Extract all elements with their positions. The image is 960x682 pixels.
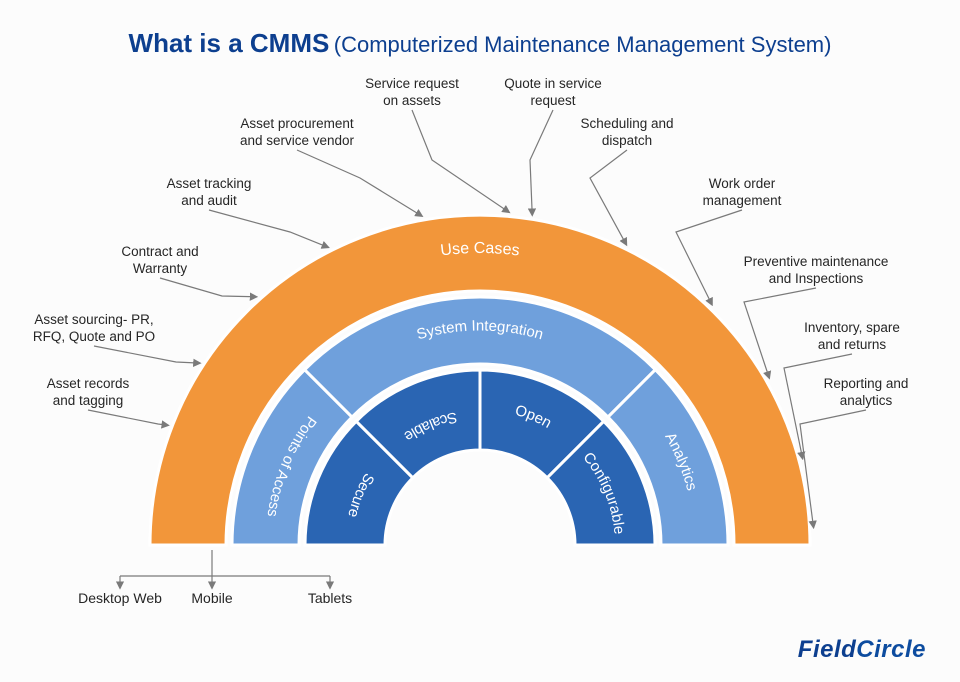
callout-label: Asset tracking and audit <box>119 176 299 210</box>
access-point-label: Mobile <box>152 590 272 608</box>
brand-field: Field <box>798 636 857 663</box>
brand-circle: Circle <box>856 636 926 663</box>
brand-logo: FieldCircle <box>798 636 926 664</box>
callout-label: Quote in service request <box>463 76 643 110</box>
page-title: What is a CMMS (Computerized Maintenance… <box>0 28 960 59</box>
callout-label: Inventory, spare and returns <box>762 320 942 354</box>
title-sub: (Computerized Maintenance Management Sys… <box>334 32 832 57</box>
title-main: What is a CMMS <box>129 28 330 58</box>
callout-arrow <box>94 346 200 363</box>
callout-label: Reporting and analytics <box>776 376 956 410</box>
callout-arrow <box>800 410 866 528</box>
callout-arrow <box>412 110 509 212</box>
callout-label: Work order management <box>652 176 832 210</box>
ring-outer-label: Use Cases <box>440 240 521 260</box>
callout-label: Scheduling and dispatch <box>537 116 717 150</box>
callout-arrow <box>88 410 168 425</box>
callout-arrow <box>297 150 422 216</box>
callout-arrow <box>590 150 627 245</box>
callout-arrow <box>209 210 328 247</box>
callout-label: Asset records and tagging <box>0 376 178 410</box>
callout-label: Contract and Warranty <box>70 244 250 278</box>
access-point-label: Tablets <box>270 590 390 608</box>
callout-arrow <box>160 278 257 297</box>
callout-label: Asset sourcing- PR, RFQ, Quote and PO <box>4 312 184 346</box>
callout-label: Preventive maintenance and Inspections <box>726 254 906 288</box>
callout-label: Asset procurement and service vendor <box>207 116 387 150</box>
